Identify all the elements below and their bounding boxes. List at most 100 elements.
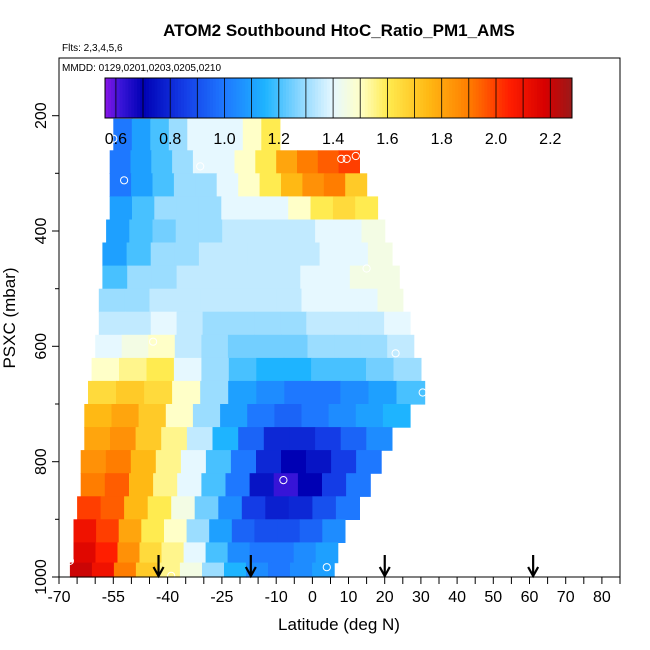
heatmap-cell: [322, 519, 346, 543]
heatmap-cell: [268, 219, 293, 244]
colorbar-tick-label: 0.6: [105, 131, 127, 148]
heatmap-cell: [242, 118, 262, 151]
colorbar-segment: [437, 78, 442, 118]
x-tick-label: 60: [521, 589, 539, 606]
colorbar-segment: [551, 78, 555, 118]
heatmap-cell: [154, 196, 178, 221]
colorbar-segment: [110, 78, 115, 118]
colorbar-segment: [215, 78, 220, 118]
heatmap-cell: [245, 219, 270, 244]
colorbar-segment: [291, 78, 296, 118]
heatmap-cell: [69, 562, 93, 578]
colorbar-segment: [122, 78, 126, 118]
y-axis: 200 400 600 800 1000: [33, 102, 59, 595]
heatmap-cell: [152, 173, 175, 197]
colorbar-segment: [344, 78, 348, 118]
colorbar-segment: [297, 78, 301, 118]
colorbar-segment: [560, 78, 564, 118]
colorbar-segment: [528, 78, 532, 118]
heatmap-cell: [144, 380, 173, 405]
heatmap-cell: [293, 542, 317, 564]
colorbar-segment: [534, 78, 538, 118]
colorbar-segment: [338, 78, 342, 118]
heatmap-cell: [334, 334, 362, 359]
colorbar-segment: [172, 78, 176, 118]
heatmap-cell: [243, 196, 267, 221]
colorbar-segment: [391, 78, 395, 118]
colorbar-segment: [239, 78, 243, 118]
y-tick-label: 1000: [33, 559, 50, 595]
heatmap-cell: [291, 219, 316, 244]
heatmap-cell: [117, 542, 141, 564]
heatmap-cell: [361, 219, 386, 244]
colorbar-segment: [192, 78, 196, 118]
heatmap-cell: [280, 311, 307, 336]
heatmap-cell: [73, 519, 97, 543]
heatmap-cell: [228, 311, 255, 336]
sample-circle: [149, 337, 158, 346]
colorbar-segment: [563, 78, 567, 118]
heatmap-cell: [113, 118, 133, 151]
heatmap-cell: [88, 380, 117, 405]
heatmap-cell: [256, 380, 285, 405]
colorbar-segment: [461, 78, 465, 118]
colorbar-segment: [145, 78, 150, 118]
heatmap-cell: [254, 519, 278, 543]
heatmap-cell: [299, 519, 323, 543]
flights-subtitle: Flts: 2,3,4,5,6: [62, 43, 123, 54]
colorbar-segment: [329, 78, 334, 118]
colorbar-segment: [382, 78, 386, 118]
sample-circles: [65, 134, 427, 580]
heatmap-cell: [212, 427, 239, 451]
heatmap-cell: [195, 173, 218, 197]
heatmap-cell: [151, 150, 173, 174]
colorbar-segment: [379, 78, 383, 118]
heatmap-cell: [205, 450, 232, 474]
heatmap-cell: [218, 496, 243, 520]
colorbar-segment: [294, 78, 299, 118]
heatmap-cell: [247, 242, 272, 267]
latitude-arrow: [244, 555, 257, 579]
heatmap-cell: [315, 427, 342, 451]
colorbar-segment: [335, 78, 339, 118]
heatmap-cell: [127, 265, 153, 290]
heatmap-cell: [238, 427, 265, 451]
colorbar-segment: [431, 78, 436, 118]
heatmap-cell: [91, 562, 115, 578]
colorbar-segment: [501, 78, 506, 118]
colorbar-segment: [105, 78, 109, 118]
colorbar-segment: [504, 78, 509, 118]
heatmap-cell: [201, 265, 227, 290]
colorbar-segment: [361, 78, 366, 118]
heatmap-cell: [73, 542, 97, 564]
heatmap-cell: [323, 173, 346, 197]
heatmap-cell: [288, 196, 312, 221]
heatmap-cell: [216, 173, 239, 197]
colorbar-segment: [458, 78, 462, 118]
heatmap-cell: [139, 542, 163, 564]
colorbar-segment: [472, 78, 477, 118]
heatmap-cell: [367, 242, 393, 267]
heatmap-cell: [317, 150, 340, 174]
colorbar-segment: [285, 78, 290, 118]
heatmap-cell: [102, 242, 128, 267]
colorbar-segment: [274, 78, 278, 118]
colorbar-segment: [163, 78, 167, 118]
latitude-arrows: [152, 555, 540, 579]
heatmap-cell: [119, 357, 147, 382]
colorbar-segment: [539, 78, 544, 118]
heatmap-cell: [325, 265, 351, 290]
heatmap-cell: [225, 288, 252, 313]
x-tick-label: 40: [448, 589, 466, 606]
x-axis: -70 -55 -40 -25 -10 0 10 20 30 40 50 60 70 80: [47, 577, 621, 606]
colorbar-segment: [516, 78, 520, 118]
x-tick-label: 70: [557, 589, 575, 606]
colorbar-segment: [399, 78, 404, 118]
colorbar-segment: [478, 78, 482, 118]
heatmap-cell: [172, 380, 201, 405]
colorbar-segment: [507, 78, 512, 118]
colorbar-tick-label: 1.4: [322, 131, 344, 148]
colorbar-segment: [566, 78, 570, 118]
heatmap-cell: [322, 473, 347, 497]
sample-circle: [120, 176, 129, 185]
